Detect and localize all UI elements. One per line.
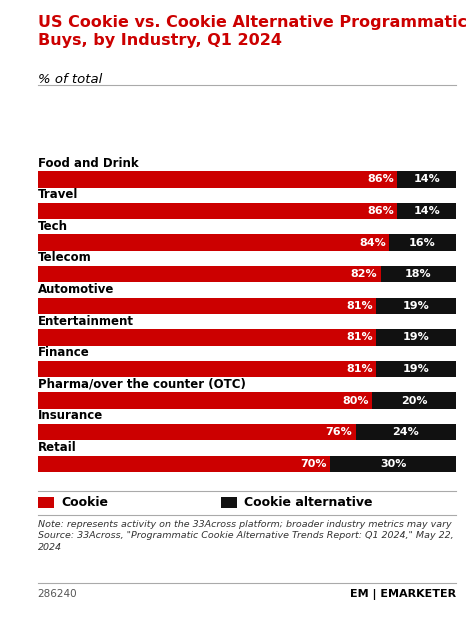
Text: 76%: 76% [325, 428, 352, 437]
Bar [38, 172, 397, 188]
Bar [38, 424, 355, 441]
Bar [38, 456, 330, 472]
Bar [376, 329, 456, 346]
Bar [38, 329, 376, 346]
Bar [397, 203, 456, 219]
Bar [38, 234, 389, 251]
Text: Travel: Travel [38, 188, 78, 201]
Text: 86%: 86% [367, 175, 394, 184]
Bar [381, 266, 456, 283]
Text: Note: represents activity on the 33Across platform; broader industry metrics may: Note: represents activity on the 33Acros… [38, 520, 453, 552]
Text: EM | EMARKETER: EM | EMARKETER [350, 589, 456, 600]
Text: 18%: 18% [405, 269, 431, 280]
Text: 81%: 81% [346, 364, 373, 374]
Text: 14%: 14% [413, 175, 440, 184]
Text: 86%: 86% [367, 206, 394, 216]
Bar [372, 392, 456, 409]
Bar [38, 203, 397, 219]
Text: 80%: 80% [342, 395, 369, 405]
Text: Cookie alternative: Cookie alternative [244, 496, 373, 510]
Bar [389, 234, 456, 251]
Text: % of total: % of total [38, 73, 102, 86]
Text: Insurance: Insurance [38, 410, 103, 423]
Text: Pharma/over the counter (OTC): Pharma/over the counter (OTC) [38, 378, 245, 391]
Text: 19%: 19% [403, 301, 430, 311]
Text: 24%: 24% [392, 428, 419, 437]
Text: Telecom: Telecom [38, 252, 91, 265]
Bar [38, 392, 372, 409]
Text: Retail: Retail [38, 441, 76, 454]
Text: Tech: Tech [38, 220, 68, 233]
Text: Finance: Finance [38, 346, 89, 359]
Text: Food and Drink: Food and Drink [38, 157, 138, 170]
Bar [330, 456, 456, 472]
Text: Automotive: Automotive [38, 283, 114, 296]
Bar [376, 297, 456, 314]
Text: Cookie: Cookie [61, 496, 108, 510]
Bar [38, 361, 376, 377]
Bar [397, 172, 456, 188]
Text: 30%: 30% [380, 459, 407, 469]
Text: 16%: 16% [409, 238, 436, 247]
Text: 84%: 84% [359, 238, 385, 247]
Bar [38, 266, 381, 283]
Text: 81%: 81% [346, 301, 373, 311]
Text: Entertainment: Entertainment [38, 315, 133, 328]
Text: US Cookie vs. Cookie Alternative Programmatic Ad
Buys, by Industry, Q1 2024: US Cookie vs. Cookie Alternative Program… [38, 15, 470, 48]
Text: 19%: 19% [403, 333, 430, 342]
Text: 20%: 20% [401, 395, 427, 405]
Text: 70%: 70% [300, 459, 327, 469]
Text: 81%: 81% [346, 333, 373, 342]
Text: 14%: 14% [413, 206, 440, 216]
Bar [376, 361, 456, 377]
Bar [355, 424, 456, 441]
Bar [38, 297, 376, 314]
Text: 286240: 286240 [38, 589, 77, 599]
Text: 19%: 19% [403, 364, 430, 374]
Text: 82%: 82% [351, 269, 377, 280]
